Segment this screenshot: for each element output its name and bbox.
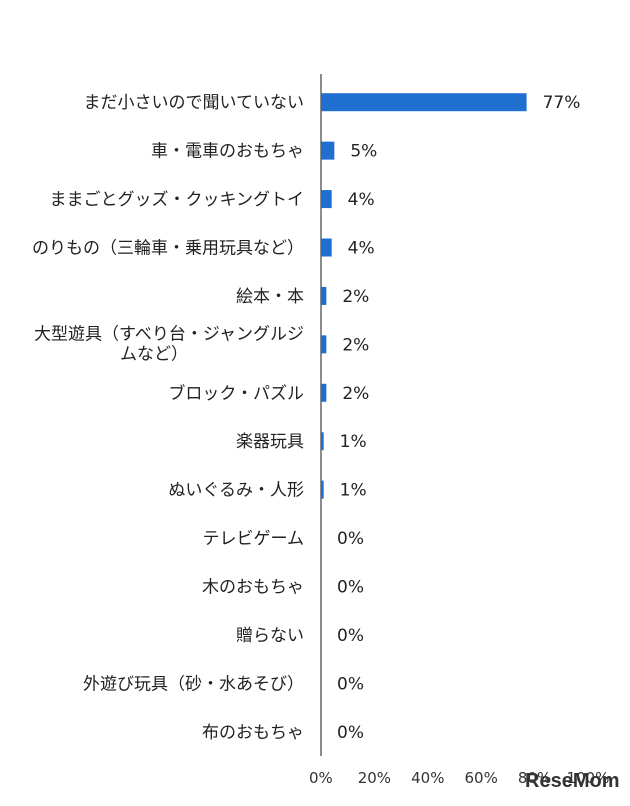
category-label: ままごとグッズ・クッキングトイ (50, 190, 305, 210)
bar (321, 93, 527, 112)
value-label: 1% (340, 481, 367, 501)
value-label: 5% (350, 142, 377, 162)
x-tick-label: 100% (567, 769, 610, 787)
category-label: ぬいぐるみ・人形 (168, 481, 304, 501)
category-label: ブロック・パズル (168, 383, 304, 404)
category-label: 楽器玩具 (236, 432, 304, 452)
category-label: 贈らない (236, 626, 304, 646)
bar (321, 335, 327, 354)
value-label: 0% (337, 674, 364, 694)
x-tick-label: 20% (358, 769, 391, 787)
bar (321, 238, 332, 257)
category-label: 木のおもちゃ (202, 578, 304, 598)
category-label: まだ小さいので聞いていない (84, 93, 305, 113)
category-label: のりもの（三輪車・乗用玩具など） (32, 239, 304, 259)
value-label: 2% (342, 287, 369, 307)
watermark-logo: ReseMom (525, 770, 620, 792)
category-label: 絵本・本 (236, 287, 304, 307)
value-label: 4% (348, 190, 375, 210)
bar (321, 286, 327, 305)
category-label: 布のおもちゃ (202, 723, 304, 743)
value-label: 0% (337, 578, 364, 598)
category-label: 大型遊具（すべり台・ジャングルジムなど） (34, 324, 304, 364)
value-label: 2% (342, 384, 369, 404)
bar (321, 383, 327, 402)
category-label: 外遊び玩具（砂・水あそび） (83, 674, 304, 694)
value-label: 0% (337, 626, 364, 646)
bar (321, 432, 324, 451)
x-tick-label: 0% (309, 769, 333, 787)
value-label: 1% (340, 432, 367, 452)
bar (321, 480, 324, 499)
category-label: 車・電車のおもちゃ (151, 142, 304, 162)
category-label: テレビゲーム (203, 529, 305, 549)
value-label: 0% (337, 529, 364, 549)
value-label: 77% (543, 93, 581, 113)
top-blank-band (0, 0, 630, 72)
bar (321, 141, 335, 160)
x-tick-label: 40% (411, 769, 444, 787)
bar (321, 190, 332, 209)
value-label: 0% (337, 723, 364, 743)
value-label: 2% (342, 335, 369, 355)
value-label: 4% (348, 239, 375, 259)
x-tick-label: 80% (518, 769, 551, 787)
x-tick-label: 60% (465, 769, 498, 787)
